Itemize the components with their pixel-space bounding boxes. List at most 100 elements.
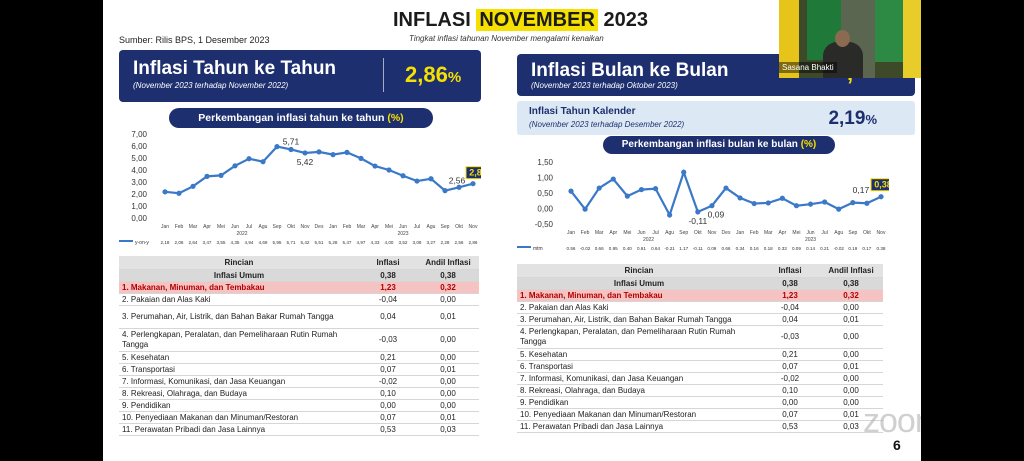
x-tick-label: Apr [203,224,211,230]
data-point [695,209,701,215]
data-table-value: -0,21 [664,246,675,250]
table-cell: 0,04 [761,313,819,326]
year-label: 2023 [397,231,408,237]
data-point [400,173,406,179]
data-point [737,195,743,201]
data-point [344,149,350,155]
table-cell: 6. Transportasi [119,363,359,376]
table-row: 2. Pakaian dan Alas Kaki -0,04 0,00 [119,293,479,306]
table-cell: 0,00 [417,387,479,400]
data-table-value: 0,14 [806,246,815,250]
data-table-value: 2,18 [161,240,170,245]
table-cell: 10. Penyediaan Makanan dan Minuman/Resto… [517,408,761,421]
x-tick-label: Jun [807,230,815,236]
data-point [709,203,715,209]
data-table-value: 0,66 [722,246,731,250]
table-cell: 4. Perlengkapan, Peralatan, dan Pemeliha… [119,328,359,352]
x-tick-label: Sep [848,230,857,236]
data-point [442,188,448,194]
data-table-value: 3,08 [413,240,422,245]
table-cell: 0,21 [761,348,819,361]
table-cell: 0,01 [417,411,479,424]
data-point [176,190,182,196]
table-row: 3. Perumahan, Air, Listrik, dan Bahan Ba… [517,313,883,326]
data-table-value: 3,47 [203,240,212,245]
data-point [330,152,336,158]
table-cell: 11. Perawatan Pribadi dan Jasa Lainnya [517,420,761,433]
x-tick-label: Des [315,224,324,230]
data-table-value: 4,69 [259,240,268,245]
yoy-heading-sub: (November 2023 terhadap November 2022) [133,81,289,90]
table-cell: 6. Transportasi [517,360,761,373]
x-tick-label: Feb [750,230,759,236]
table-row: 5. Kesehatan 0,21 0,00 [119,351,479,364]
data-label: 5,42 [297,157,314,167]
data-point [274,144,280,150]
data-table-value: 0,38 [877,246,886,250]
table-row: 5. Kesehatan 0,21 0,00 [517,348,883,361]
data-point [358,155,364,161]
table-cell: 8. Rekreasi, Olahraga, dan Budaya [119,387,359,400]
data-table-value: 0,21 [820,246,829,250]
data-table-value: 3,55 [217,240,226,245]
x-tick-label: Jan [567,230,575,236]
table-row: 9. Pendidikan 0,00 0,00 [517,396,883,409]
data-point [218,172,224,178]
mtm-heading: Inflasi Bulan ke Bulan [531,60,729,81]
table-cell: 0,53 [761,420,819,433]
x-tick-label: Nov [301,224,310,230]
table-cell: 0,00 [819,301,883,314]
data-point [779,195,785,201]
data-table-value: 0,40 [623,246,632,250]
x-tick-label: Mei [385,224,393,230]
year-label: 2022 [643,237,654,243]
data-point [822,199,828,205]
x-tick-label: Jun [399,224,407,230]
table-cell: Inflasi Umum [517,277,761,290]
x-tick-label: Sep [441,224,450,230]
table-cell: -0,02 [359,375,417,388]
data-table-value: 5,42 [301,240,310,245]
data-point [204,173,210,179]
table-cell: 2. Pakaian dan Alas Kaki [517,301,761,314]
data-table-value: 4,97 [357,240,366,245]
data-table-value: 5,47 [343,240,352,245]
table-cell: 0,38 [359,269,417,282]
mtm-chart: -0,50 0,00 0,50 1,00 1,50 Jan Feb Mar Apr Mei Jun J… [517,158,889,250]
x-tick-label: Okt [287,224,295,230]
data-point [723,185,729,191]
participant-name: Sasana Bhakti [779,62,837,73]
x-tick-label: Jun [637,230,645,236]
yoy-heading: Inflasi Tahun ke Tahun [133,58,337,79]
table-cell: 9. Pendidikan [119,399,359,412]
table-row: 11. Perawatan Pribadi dan Jasa Lainnya 0,… [119,423,479,436]
speaker-avatar [823,42,863,78]
y-tick-label: 1,50 [537,158,553,167]
table-cell: 0,01 [819,408,883,421]
table-row: 3. Perumahan, Air, Listrik, dan Bahan Ba… [119,305,479,329]
y-tick-label: 6,00 [131,142,147,151]
table-cell: 0,03 [819,420,883,433]
video-thumbnail[interactable]: Sasana Bhakti [779,0,921,78]
table-cell: 0,00 [417,375,479,388]
table-cell: 0,00 [819,372,883,385]
data-point [652,186,659,192]
table-cell: -0,03 [761,325,819,349]
yoy-chart: 0,00 1,00 2,00 3,00 4,00 5,00 6,00 7,00 Jan Feb Ma… [119,130,481,246]
data-point [470,181,476,187]
data-point [316,149,322,155]
table-cell: 0,21 [359,351,417,364]
table-header: Rincian Inflasi Andil Inflasi [517,264,883,278]
data-table-value: 2,56 [455,240,464,245]
x-tick-label: Jan [161,224,169,230]
x-tick-label: Jul [246,224,252,230]
table-cell: 0,01 [819,360,883,373]
y-tick-label: 3,00 [131,178,147,187]
table-cell: 0,07 [359,411,417,424]
table-row: Inflasi Umum 0,38 0,38 [517,277,883,290]
data-table-value: 0,66 [595,246,604,250]
data-point [428,176,434,182]
column-header: Rincian [517,264,761,278]
data-label: -0,11 [688,216,707,226]
x-tick-label: Sep [273,224,282,230]
